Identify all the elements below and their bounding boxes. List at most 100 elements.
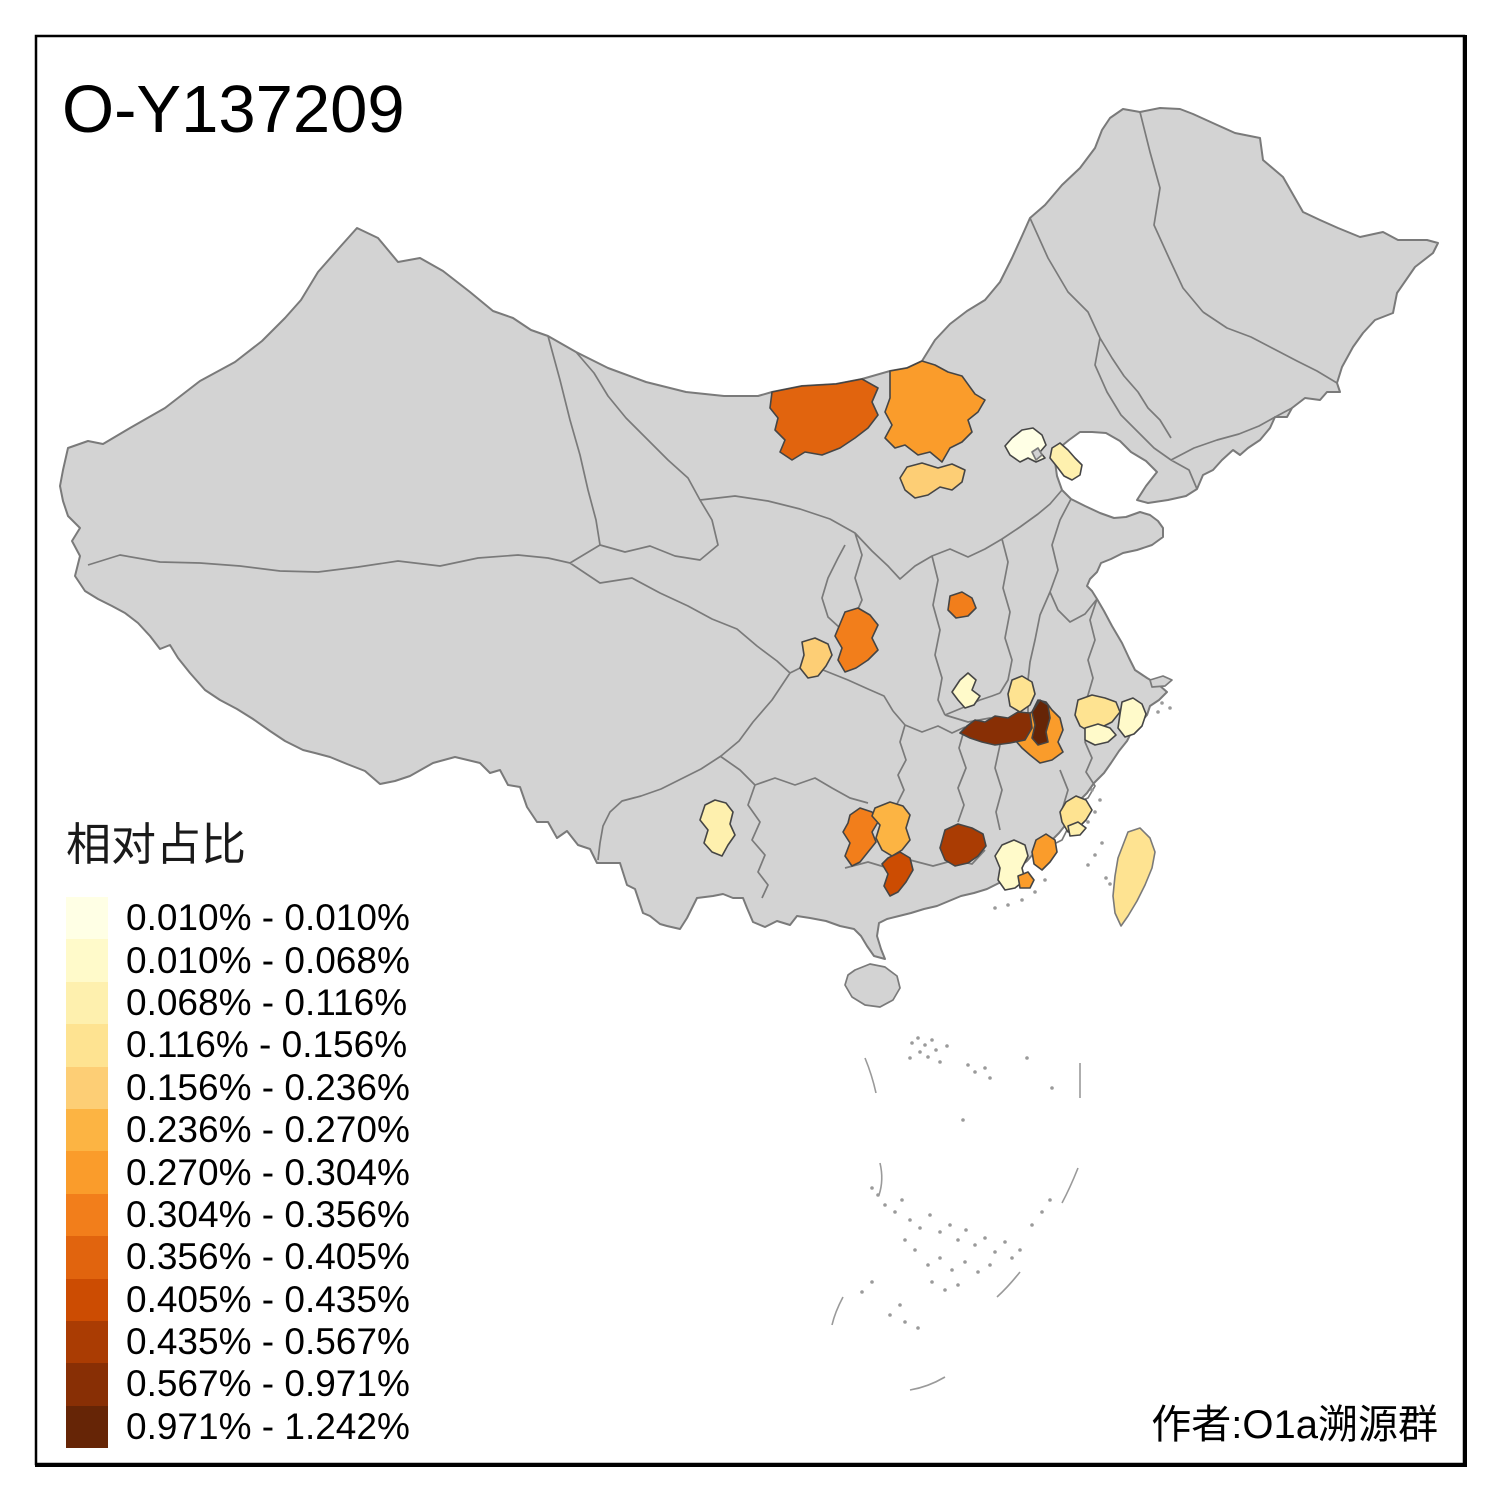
island-dot [945, 1044, 949, 1048]
island-dot [903, 1320, 907, 1324]
sea-boundary-arc [909, 1376, 946, 1391]
legend-label: 0.236% - 0.270% [126, 1109, 410, 1151]
island-dot [918, 1050, 922, 1054]
legend-row: 0.270% - 0.304% [66, 1151, 410, 1194]
region-guangdong-shaoguan [939, 823, 987, 867]
island-dot [870, 1186, 874, 1190]
region-taiwan [1112, 827, 1156, 927]
langfang-enclave [1031, 447, 1043, 461]
legend-swatch [66, 897, 108, 940]
legend-label: 0.405% - 0.435% [126, 1278, 410, 1320]
legend-swatch [66, 1320, 108, 1364]
legend-row: 0.405% - 0.435% [66, 1278, 410, 1321]
region-anhui-anqing [1084, 723, 1117, 746]
island-dot [918, 1226, 922, 1230]
legend-row: 0.971% - 1.242% [66, 1405, 410, 1449]
china-mainland-outline [59, 107, 1439, 960]
island-dot [1010, 1256, 1014, 1260]
region-guangdong-coastal-patch [1017, 871, 1035, 889]
legend-row: 0.236% - 0.270% [66, 1108, 410, 1152]
island-dot [993, 906, 997, 910]
legend-row: 0.435% - 0.567% [66, 1320, 410, 1364]
page-title: O-Y137209 [62, 72, 405, 147]
island-dot [1025, 1056, 1029, 1060]
legend-label: 0.068% - 0.116% [126, 981, 408, 1023]
island-dot [1108, 882, 1112, 886]
island-dot [916, 1326, 920, 1330]
sea-boundary-arc [996, 1271, 1021, 1298]
legend-swatch [66, 1108, 108, 1152]
island-dot [1040, 1210, 1044, 1214]
south-china-sea-islands [831, 701, 1172, 1391]
island-dot [1086, 820, 1090, 824]
island-dot [908, 1218, 912, 1222]
island-dot [963, 1260, 967, 1264]
colored-regions [699, 360, 1156, 927]
island-dot [910, 1041, 914, 1045]
sea-boundary-arc [831, 1296, 844, 1326]
legend-label: 0.304% - 0.356% [126, 1193, 410, 1235]
legend-label: 0.435% - 0.567% [126, 1321, 410, 1363]
island-dot [973, 1070, 977, 1074]
region-hubei-yichang-strip [959, 711, 1033, 746]
island-dot [938, 1256, 942, 1260]
region-ningxia-guyuan [947, 591, 977, 619]
island-dot [983, 1066, 987, 1070]
legend-label: 0.116% - 0.156% [126, 1024, 408, 1066]
legend-row: 0.010% - 0.010% [66, 897, 410, 940]
island-dot [1093, 853, 1097, 857]
region-gansu-dingxi [799, 637, 833, 679]
island-dot [938, 1060, 942, 1064]
region-inner-mongolia-ordos [899, 462, 966, 499]
legend-label: 0.567% - 0.971% [126, 1363, 410, 1405]
legend-label: 0.156% - 0.236% [126, 1066, 410, 1108]
region-guangxi-liuzhou [871, 801, 911, 857]
island-dot [1160, 701, 1164, 705]
legend-row: 0.116% - 0.156% [66, 1024, 410, 1067]
island-dot [966, 1063, 970, 1067]
legend-swatch [66, 1363, 108, 1406]
island-dot [938, 1230, 942, 1234]
legend-row: 0.304% - 0.356% [66, 1193, 410, 1237]
region-guangxi-wuzhou [881, 851, 914, 897]
legend-row: 0.068% - 0.116% [66, 981, 410, 1025]
island-dot [1030, 1223, 1034, 1227]
island-dot [961, 1118, 965, 1122]
island-dot [1006, 903, 1010, 907]
island-dot [950, 1268, 954, 1272]
island-dot [883, 1203, 887, 1207]
legend-swatch [66, 939, 108, 982]
legend-rows: 0.010% - 0.010% 0.010% - 0.068% 0.068% - 0… [66, 897, 410, 1449]
legend: 相对占比 0.010% - 0.010% 0.010% - 0.068% 0.068… [66, 808, 410, 1449]
legend-swatch [66, 1066, 108, 1109]
legend-row: 0.010% - 0.068% [66, 939, 410, 982]
legend-label: 0.356% - 0.405% [126, 1236, 410, 1278]
province-borders [87, 111, 1338, 899]
island-dot [973, 1243, 977, 1247]
legend-swatch [66, 1405, 108, 1449]
island-dot [1168, 706, 1172, 710]
region-yunnan-kunming [699, 799, 736, 857]
region-guangdong-meizhou [1031, 833, 1058, 871]
island-dot [1093, 810, 1097, 814]
island-dot [1018, 1248, 1022, 1252]
region-hubei-northwest [951, 672, 981, 709]
legend-label: 0.010% - 0.068% [126, 939, 410, 981]
legend-label: 0.971% - 1.242% [126, 1405, 410, 1447]
island-dot [1086, 863, 1090, 867]
island-dot [983, 1236, 987, 1240]
island-dot [903, 1238, 907, 1242]
legend-swatch [66, 1193, 108, 1237]
island-dot [888, 1313, 892, 1317]
region-fujian-quanzhou-south [1067, 821, 1087, 837]
island-dot [1050, 1086, 1054, 1090]
island-dot [1100, 841, 1104, 845]
island-dot [964, 1228, 968, 1232]
island-dot [1104, 876, 1108, 880]
legend-swatch [66, 1024, 108, 1067]
legend-swatch [66, 981, 108, 1025]
region-hubei-jingmen-dark [1031, 699, 1051, 746]
attribution-text: 作者:O1a溯源群 [1151, 1403, 1438, 1447]
island-dot [1043, 878, 1047, 882]
island-dot [988, 1076, 992, 1080]
